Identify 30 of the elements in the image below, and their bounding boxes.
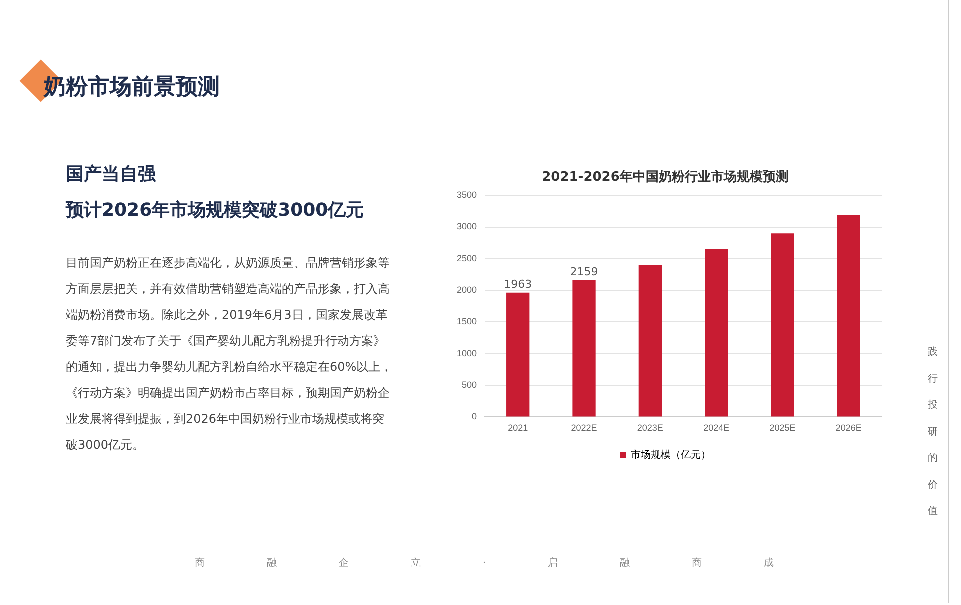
y-tick-label: 500: [462, 380, 478, 390]
x-tick-label: 2024E: [704, 423, 730, 434]
text: 目前国产奶粉正在逐步高端化，从奶源质量、品牌营销形象等方面层层把关，并有效借助营销塑造高端的产品形象，打入高端奶粉消费市场。除此之外，2019年6月3日，国家发展改革委等7部门发布了关于《国产婴幼儿配方乳粉提升行动方案》的通知，提出力争婴幼儿配方乳粉自给水平稳定在60%以上，《行动方案》明确提出国产奶粉市占率目标，预期国产奶粉企业发展将得到提振，到2026年中国奶粉行业市场规模或将突破3000亿元。: [66, 255, 394, 454]
text: 预计2026年市场规模突破3000亿元: [66, 199, 364, 222]
y-tick-label: 1000: [456, 348, 478, 358]
text: 国产当自强: [66, 163, 156, 186]
y-tick-label: 2500: [456, 253, 478, 264]
y-tick-label: 3500: [456, 190, 478, 200]
y-tick-label: 3000: [456, 222, 478, 232]
text: 践行投研的价值: [928, 347, 938, 517]
bar: [638, 265, 662, 417]
text: 商融企立·启融商成: [195, 556, 836, 570]
x-tick-label: 2025E: [770, 423, 796, 434]
chart-title: 2021-2026年中国奶粉行业市场规模预测: [542, 169, 789, 186]
x-tick-label: 2023E: [637, 423, 664, 434]
y-tick-label: 0: [472, 412, 478, 422]
y-tick-label: 1500: [456, 316, 478, 327]
x-tick-label: 2021: [508, 423, 528, 434]
legend-label: 市场规模（亿元）: [631, 448, 711, 461]
y-tick-label: 2000: [456, 285, 478, 296]
text: 奶粉市场前景预测: [44, 74, 220, 102]
bar: [837, 215, 860, 417]
data-label: 1963: [504, 278, 532, 291]
bar: [705, 249, 728, 417]
bar: [572, 280, 596, 417]
x-tick-label: 2026E: [836, 423, 862, 434]
bar: [506, 292, 530, 417]
data-label: 2159: [570, 265, 598, 278]
bar: [771, 234, 794, 417]
x-tick-label: 2022E: [571, 423, 598, 434]
